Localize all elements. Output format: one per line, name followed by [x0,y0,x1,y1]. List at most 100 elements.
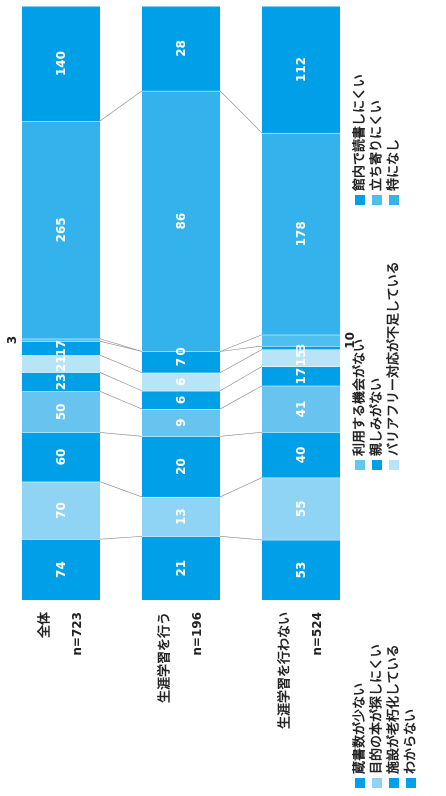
data-label: 7 [174,358,188,366]
bar-segment [142,372,220,391]
data-label: 13 [174,508,188,525]
bar-segment [262,385,340,433]
bars-group [22,5,340,600]
outside-data-label: 3 [5,336,19,344]
legend-swatch [355,460,365,470]
bar-segment [262,366,340,386]
data-label: 74 [54,561,68,578]
data-label: 112 [294,57,308,82]
bar-segment [262,346,340,350]
sample-size-label: n=196 [190,612,204,656]
connector-line [219,90,263,134]
legend-swatch [372,778,382,788]
connector-line [99,372,143,392]
category-label: 全体 [37,611,53,639]
data-label: 50 [54,404,68,421]
legend-swatch [389,778,399,788]
data-label: 60 [54,449,68,466]
connector-line [99,90,143,122]
bar-segment [22,481,100,540]
data-label: 53 [294,562,308,579]
connector-line [219,431,263,437]
data-label: 55 [294,500,308,517]
data-label: 41 [294,401,308,418]
legend-label: バリアフリー対応が不足している [386,261,402,456]
connector-line [219,345,263,352]
category-label: 生涯学習を行わない [277,612,293,729]
bar-segment [142,351,220,373]
data-label: 3 [294,344,308,352]
bar-segment [142,409,220,437]
bar-segment [22,539,100,600]
data-label: 28 [174,40,188,57]
outside-data-label: 10 [343,332,357,349]
legend-swatch [389,460,399,470]
legend-label: 特になし [386,139,402,191]
connector-line [219,334,263,352]
data-label: 17 [54,340,68,357]
sample-size-label: n=524 [310,612,324,656]
connector-line [99,391,143,410]
data-label: 6 [174,378,188,386]
data-label: 21 [174,560,188,577]
bar-segment [142,436,220,497]
connector-lines [99,90,263,541]
sample-size-label: n=723 [70,612,84,656]
legend-label: 立ち寄りにくい [369,100,385,191]
legend-swatch [372,460,382,470]
legend-label: わからない [404,709,419,774]
data-label: 6 [174,396,188,404]
legend-swatch [372,195,382,205]
legend-label: 目的の本が探しにくい [369,644,385,774]
data-label: 21 [54,355,68,372]
bar-segment [262,477,340,540]
connector-line [99,338,143,352]
legend-label: 蔵書数が少ない [352,683,368,774]
legend-label: 施設が老朽化している [386,644,402,774]
bar-segment [22,355,100,373]
legend-label: 館内で読書しにくい [352,74,368,191]
connector-line [99,340,143,352]
legend-group: 蔵書数が少ない 目的の本が探しにくい 施設が老朽化している わからない 利用する機会がな… [352,74,419,788]
data-label: 86 [174,213,188,230]
bar-segment [142,90,220,352]
connector-line [99,432,143,437]
bar-segment [22,372,100,392]
data-label: 40 [294,447,308,464]
data-label: 20 [174,458,188,475]
data-label: 15 [294,350,308,367]
connector-line [219,349,263,373]
bar-segment [142,6,220,91]
legend-label: 親しみがない [369,378,385,456]
legend-label: 利用する機会がない [352,339,368,456]
bar-segment [262,349,340,367]
bar-segment [262,132,340,335]
bar-segment [142,536,220,600]
bar-segment [142,390,220,410]
bar-segment [262,334,340,347]
bar-segment [262,539,340,600]
data-label: 17 [294,368,308,385]
legend-swatch [406,778,416,788]
bar-segment [22,6,100,122]
connector-line [99,354,143,373]
bar-segment [22,432,100,482]
bar-segment [262,6,340,133]
data-label: 9 [174,419,188,427]
data-label: 265 [54,217,68,242]
connector-line [219,477,263,498]
connector-line [99,481,143,498]
data-label: 140 [54,51,68,76]
data-label: 0 [174,347,188,355]
data-label: 23 [54,374,68,391]
bar-segment [22,338,100,342]
legend-swatch [355,778,365,788]
legend-swatch [355,195,365,205]
connector-line [99,536,143,540]
legend-swatch [389,195,399,205]
data-label: 178 [294,221,308,246]
connector-line [219,385,263,410]
bar-segment [22,341,100,356]
